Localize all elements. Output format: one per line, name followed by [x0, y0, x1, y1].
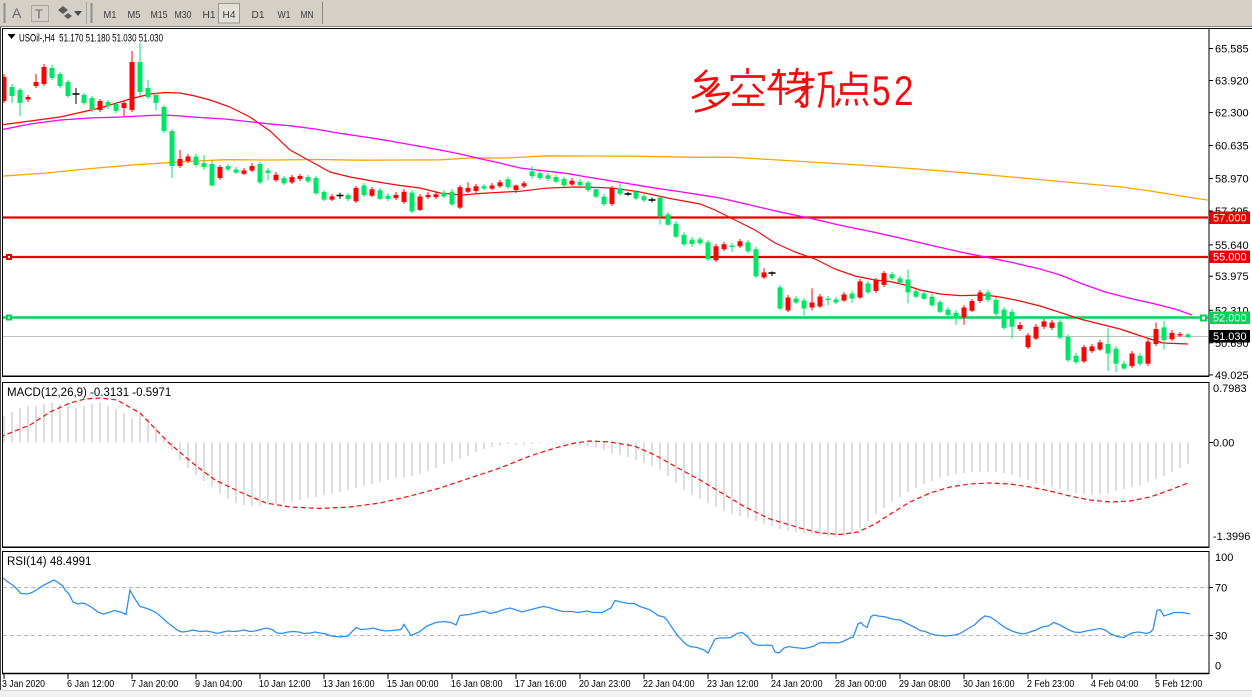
svg-text:29 Jan 08:00: 29 Jan 08:00	[899, 679, 951, 690]
svg-text:H1: H1	[203, 9, 216, 21]
svg-text:62.300: 62.300	[1215, 108, 1249, 120]
svg-text:MN: MN	[301, 9, 314, 21]
svg-text:0.00: 0.00	[1213, 438, 1234, 450]
svg-text:M15: M15	[151, 9, 168, 21]
svg-text:30 Jan 16:00: 30 Jan 16:00	[963, 679, 1015, 690]
svg-text:55.000: 55.000	[1213, 252, 1247, 264]
svg-text:6 Jan 12:00: 6 Jan 12:00	[67, 679, 115, 690]
svg-text:A: A	[12, 5, 22, 21]
svg-text:7 Jan 20:00: 7 Jan 20:00	[131, 679, 179, 690]
svg-text:24 Jan 20:00: 24 Jan 20:00	[771, 679, 823, 690]
svg-text:23 Jan 12:00: 23 Jan 12:00	[707, 679, 759, 690]
svg-text:17 Jan 16:00: 17 Jan 16:00	[515, 679, 567, 690]
svg-text:2 Feb 23:00: 2 Feb 23:00	[1027, 679, 1075, 690]
svg-text:70: 70	[1215, 583, 1227, 595]
svg-text:M30: M30	[175, 9, 192, 21]
svg-text:4 Feb 04:00: 4 Feb 04:00	[1091, 679, 1139, 690]
svg-text:MACD(12,26,9) -0.3131 -0.5971: MACD(12,26,9) -0.3131 -0.5971	[7, 387, 171, 399]
svg-text:5 Feb 12:00: 5 Feb 12:00	[1155, 679, 1203, 690]
svg-text:2: 2	[894, 67, 914, 114]
svg-text:W1: W1	[278, 9, 291, 21]
svg-text:30: 30	[1215, 631, 1227, 643]
svg-text:RSI(14) 48.4991: RSI(14) 48.4991	[7, 556, 91, 568]
svg-text:M1: M1	[104, 9, 117, 21]
svg-text:M5: M5	[128, 9, 141, 21]
svg-text:49.025: 49.025	[1215, 370, 1249, 382]
svg-text:3 Jan 2020: 3 Jan 2020	[2, 679, 45, 690]
svg-text:53.975: 53.975	[1215, 271, 1249, 283]
svg-text:T: T	[35, 7, 43, 22]
svg-text:13 Jan 16:00: 13 Jan 16:00	[323, 679, 375, 690]
svg-text:5: 5	[872, 67, 891, 114]
svg-text:28 Jan 00:00: 28 Jan 00:00	[835, 679, 887, 690]
svg-text:52.000: 52.000	[1213, 313, 1247, 325]
svg-text:100: 100	[1215, 552, 1233, 564]
svg-text:9 Jan 04:00: 9 Jan 04:00	[195, 679, 243, 690]
svg-text:51.030: 51.030	[1213, 331, 1247, 343]
svg-text:10 Jan 12:00: 10 Jan 12:00	[259, 679, 311, 690]
svg-text:58.970: 58.970	[1215, 174, 1249, 186]
svg-text:57.000: 57.000	[1213, 213, 1247, 225]
svg-text:55.640: 55.640	[1215, 240, 1249, 252]
svg-text:16 Jan 08:00: 16 Jan 08:00	[451, 679, 503, 690]
svg-text:20 Jan 23:00: 20 Jan 23:00	[579, 679, 631, 690]
svg-text:15 Jan 00:00: 15 Jan 00:00	[387, 679, 439, 690]
svg-text:60.635: 60.635	[1215, 141, 1249, 153]
svg-text:0.7983: 0.7983	[1213, 383, 1247, 395]
svg-text:65.585: 65.585	[1215, 44, 1249, 56]
svg-text:D1: D1	[252, 9, 265, 21]
svg-text:-1.3996: -1.3996	[1213, 531, 1250, 543]
svg-text:H4: H4	[223, 9, 236, 21]
svg-text:0: 0	[1215, 661, 1221, 673]
svg-text:22 Jan 04:00: 22 Jan 04:00	[643, 679, 695, 690]
svg-text:63.920: 63.920	[1215, 76, 1249, 88]
svg-text:USOil-,H4 51.170 51.180 51.03: USOil-,H4 51.170 51.180 51.030 51.030	[19, 33, 163, 45]
